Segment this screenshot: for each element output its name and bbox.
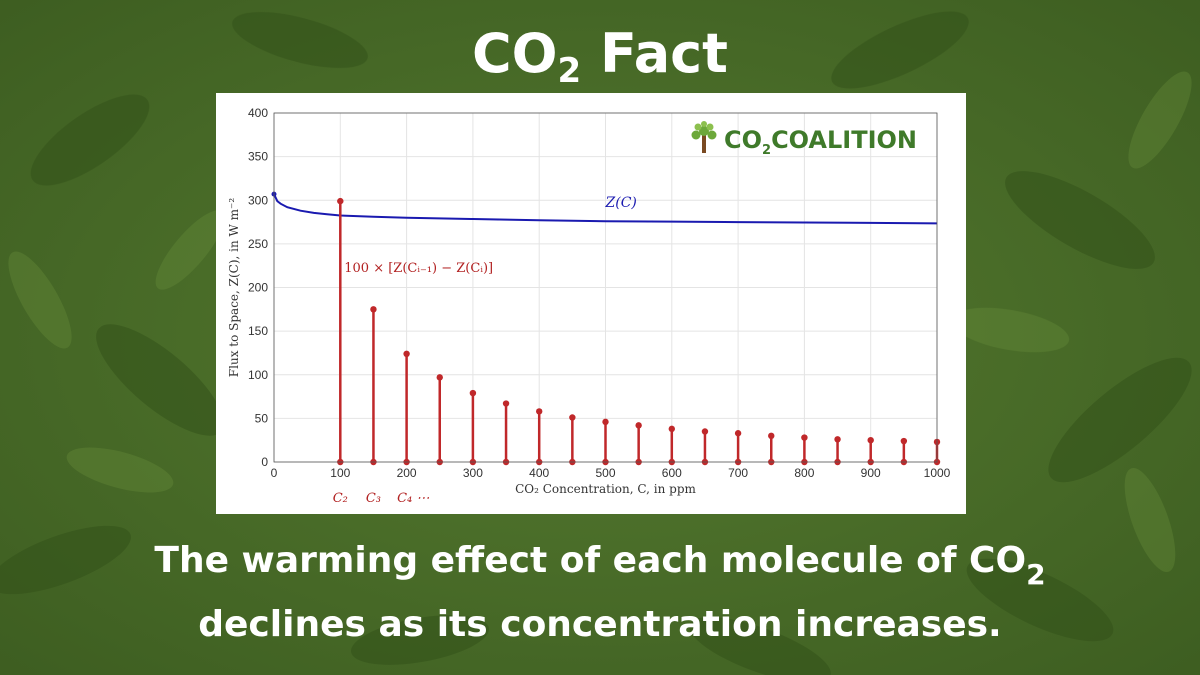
stem-top-marker (768, 432, 775, 440)
stem-top-marker (502, 400, 510, 407)
x-tick-label: 1000 (924, 466, 951, 480)
stem-top-marker (668, 425, 675, 433)
x-tick-label: 500 (595, 466, 615, 480)
flux-chart: 0 100 200 300 400 500 600 700 800 900 1000 0 50 100 15… (227, 106, 951, 506)
y-axis-label: Flux to Space, Z(C), in W m⁻² (227, 198, 241, 378)
c-label: C₄ ⋯ (397, 491, 429, 506)
curve-label: Z(C) (605, 195, 637, 211)
stem-top-marker (602, 418, 609, 426)
stem-top-marker (436, 374, 443, 381)
x-tick-label: 0 (271, 466, 278, 480)
c-label: C₃ (366, 491, 381, 506)
x-tick-label: 600 (662, 466, 682, 480)
y-tick-label: 0 (261, 455, 268, 469)
stem-top-marker (403, 350, 410, 358)
c-labels: C₂ C₃ C₄ ⋯ (333, 491, 430, 506)
y-tick-label: 100 (248, 368, 268, 382)
x-tick-label: 700 (728, 466, 748, 480)
stem-top-marker (569, 414, 576, 421)
plot-frame (273, 112, 938, 463)
stem-top-marker (469, 389, 477, 397)
page-title: CO2 Fact (471, 22, 728, 91)
y-tick-label: 200 (248, 281, 268, 295)
y-tick-label: 350 (248, 150, 268, 164)
tree-icon (691, 121, 717, 153)
stem-top-marker (801, 434, 808, 441)
stem-top-marker (370, 306, 377, 313)
x-tick-label: 300 (463, 466, 483, 480)
caption-line-1: The warming effect of each molecule of C… (154, 540, 1046, 591)
caption: The warming effect of each molecule of C… (60, 536, 1140, 650)
c-label: C₂ (333, 491, 348, 506)
stem-top-marker (536, 408, 543, 415)
stem-top-marker (867, 436, 874, 444)
stem-top-marker (635, 422, 642, 429)
svg-text:CO2COALITION: CO2COALITION (724, 126, 917, 158)
x-tick-label: 100 (330, 466, 350, 480)
y-tick-label: 400 (248, 106, 268, 120)
x-tick-label: 400 (529, 466, 549, 480)
y-tick-label: 50 (255, 411, 269, 425)
y-tick-label: 300 (248, 193, 268, 207)
series (271, 191, 941, 466)
stem-top-marker (337, 197, 344, 205)
axes: 0 100 200 300 400 500 600 700 800 900 1000 0 50 100 15… (248, 106, 951, 480)
stem-label: 100 × [Z(Cᵢ₋₁) − Z(Cᵢ)] (344, 261, 493, 276)
chart-card: 0 100 200 300 400 500 600 700 800 900 1000 0 50 100 15… (216, 93, 966, 514)
stem-top-marker (701, 428, 709, 435)
stem-top-marker (900, 437, 908, 445)
caption-line-2: declines as its concentration increases. (198, 604, 1002, 645)
stem-top-marker (834, 436, 841, 443)
x-tick-label: 800 (794, 466, 814, 480)
z-curve (273, 193, 938, 225)
stem-top-marker (734, 430, 742, 437)
x-axis-label: CO₂ Concentration, C, in ppm (515, 482, 696, 496)
co2-coalition-logo: CO2COALITION (691, 121, 917, 158)
x-tick-label: 900 (861, 466, 881, 480)
y-tick-label: 250 (248, 237, 268, 251)
y-tick-label: 150 (248, 324, 268, 338)
x-tick-label: 200 (397, 466, 417, 480)
